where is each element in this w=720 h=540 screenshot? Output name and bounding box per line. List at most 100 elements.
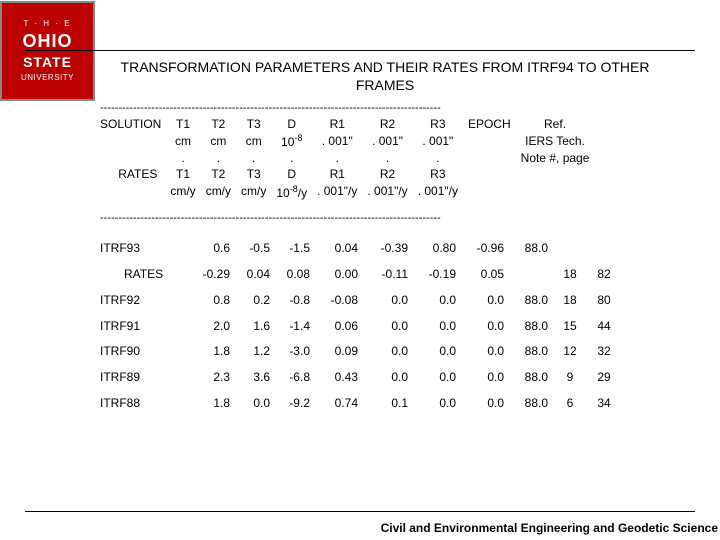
cell-ref1: 15	[553, 314, 587, 340]
cell-ref2: 44	[587, 314, 621, 340]
cell-r3: 0.0	[461, 365, 509, 391]
row-label: ITRF91	[100, 314, 191, 340]
cell-epoch: 88.0	[509, 236, 553, 262]
footer-text: Civil and Environmental Engineering and …	[381, 521, 718, 535]
cell-r1: 0.0	[363, 288, 413, 314]
cell-ref2: 34	[587, 391, 621, 417]
cell-d: 0.74	[315, 391, 363, 417]
cell-t2: 0.04	[235, 262, 275, 288]
table-row: ITRF912.01.6-1.40.060.00.00.088.01544	[100, 314, 621, 340]
dot-3: .	[236, 151, 271, 167]
cell-r3: 0.0	[461, 339, 509, 365]
rates-hdr-r3: R3	[413, 167, 463, 183]
unit-cm-1: cm	[165, 132, 200, 151]
row-label: ITRF90	[100, 339, 191, 365]
cell-epoch: 88.0	[509, 314, 553, 340]
unit-dy: 10-8/y	[271, 183, 312, 202]
cell-d: 0.06	[315, 314, 363, 340]
data-table: ITRF930.6-0.5-1.50.04-0.390.80-0.9688.0R…	[100, 236, 621, 417]
table-row: ITRF901.81.2-3.00.090.00.00.088.01232	[100, 339, 621, 365]
unit-cmy-3: cm/y	[236, 183, 271, 202]
cell-t1: 1.8	[191, 391, 235, 417]
table-row: ITRF892.33.6-6.80.430.00.00.088.0929	[100, 365, 621, 391]
cell-r3: 0.0	[461, 314, 509, 340]
cell-t3: 0.08	[275, 262, 315, 288]
hdr-t1: T1	[165, 117, 200, 133]
cell-ref2: 32	[587, 339, 621, 365]
cell-r2: 0.0	[413, 288, 461, 314]
cell-r2: 0.0	[413, 339, 461, 365]
table-row: ITRF881.80.0-9.20.740.10.00.088.0634	[100, 391, 621, 417]
cell-r3: 0.05	[461, 262, 509, 288]
cell-r2: -0.19	[413, 262, 461, 288]
cell-t1: 1.8	[191, 339, 235, 365]
rates-hdr-r2: R2	[362, 167, 412, 183]
dash-line-2: ----------------------------------------…	[100, 212, 660, 225]
hdr-r1: R1	[312, 117, 362, 133]
cell-t1: 2.3	[191, 365, 235, 391]
rates-hdr-r1: R1	[312, 167, 362, 183]
dot-6: .	[362, 151, 412, 167]
cell-ref1: 9	[553, 365, 587, 391]
cell-epoch: 88.0	[509, 288, 553, 314]
cell-r1: 0.0	[363, 365, 413, 391]
cell-ref2	[587, 236, 621, 262]
cell-ref2: 29	[587, 365, 621, 391]
cell-r1: 0.0	[363, 339, 413, 365]
row-label: RATES	[100, 262, 191, 288]
content-block: ----------------------------------------…	[100, 102, 660, 417]
cell-r1: 0.0	[363, 314, 413, 340]
cell-ref1: 12	[553, 339, 587, 365]
cell-r2: 0.80	[413, 236, 461, 262]
rates-hdr-t1: T1	[165, 167, 200, 183]
unit-cmy-1: cm/y	[165, 183, 200, 202]
cell-r2: 0.0	[413, 314, 461, 340]
cell-t3: -1.4	[275, 314, 315, 340]
unit-iers: IERS Tech.	[516, 132, 595, 151]
cell-epoch	[509, 262, 553, 288]
unit-arc-2: . 001"	[362, 132, 412, 151]
rates-hdr-lbl: RATES	[100, 167, 165, 183]
table-row: ITRF920.80.2-0.8-0.080.00.00.088.01880	[100, 288, 621, 314]
rates-hdr-t2: T2	[201, 167, 236, 183]
cell-t1: -0.29	[191, 262, 235, 288]
cell-r2: 0.0	[413, 391, 461, 417]
cell-epoch: 88.0	[509, 365, 553, 391]
hdr-epoch: EPOCH	[463, 117, 516, 133]
cell-r2: 0.0	[413, 365, 461, 391]
cell-d: 0.09	[315, 339, 363, 365]
logo-top: T · H · E	[23, 19, 71, 29]
cell-d: 0.00	[315, 262, 363, 288]
dot-4: .	[271, 151, 312, 167]
unit-cm-3: cm	[236, 132, 271, 151]
note-text: Note #, page	[516, 151, 595, 167]
cell-t1: 2.0	[191, 314, 235, 340]
dot-2: .	[201, 151, 236, 167]
cell-r1: -0.11	[363, 262, 413, 288]
cell-t3: -0.8	[275, 288, 315, 314]
rates-hdr-t3: T3	[236, 167, 271, 183]
cell-t2: -0.5	[235, 236, 275, 262]
table-row: ITRF930.6-0.5-1.50.04-0.390.80-0.9688.0	[100, 236, 621, 262]
row-label: ITRF89	[100, 365, 191, 391]
unit-cmy-2: cm/y	[201, 183, 236, 202]
slide-title: TRANSFORMATION PARAMETERS AND THEIR RATE…	[120, 58, 650, 94]
unit-arc-1: . 001"	[312, 132, 362, 151]
cell-r3: -0.96	[461, 236, 509, 262]
unit-cm-2: cm	[201, 132, 236, 151]
cell-d: -0.08	[315, 288, 363, 314]
cell-t2: 0.0	[235, 391, 275, 417]
cell-r3: 0.0	[461, 288, 509, 314]
hdr-t3: T3	[236, 117, 271, 133]
cell-t1: 0.8	[191, 288, 235, 314]
rates-hdr-d: D	[271, 167, 312, 183]
cell-ref1	[553, 236, 587, 262]
cell-r1: -0.39	[363, 236, 413, 262]
hdr-solution: SOLUTION	[100, 117, 165, 133]
unit-arcy-3: . 001"/y	[413, 183, 463, 202]
cell-t2: 0.2	[235, 288, 275, 314]
dot-5: .	[312, 151, 362, 167]
cell-ref1: 18	[553, 288, 587, 314]
row-label: ITRF92	[100, 288, 191, 314]
cell-epoch: 88.0	[509, 339, 553, 365]
